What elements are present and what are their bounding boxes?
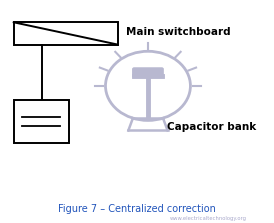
Bar: [14, 100, 68, 143]
Text: Capacitor bank: Capacitor bank: [167, 122, 256, 132]
FancyBboxPatch shape: [132, 67, 164, 78]
Text: Main switchboard: Main switchboard: [126, 27, 231, 37]
Text: Figure 7 – Centralized correction: Figure 7 – Centralized correction: [58, 204, 216, 214]
Bar: [14, 22, 118, 45]
Text: www.electricaltechnology.org: www.electricaltechnology.org: [170, 216, 247, 221]
